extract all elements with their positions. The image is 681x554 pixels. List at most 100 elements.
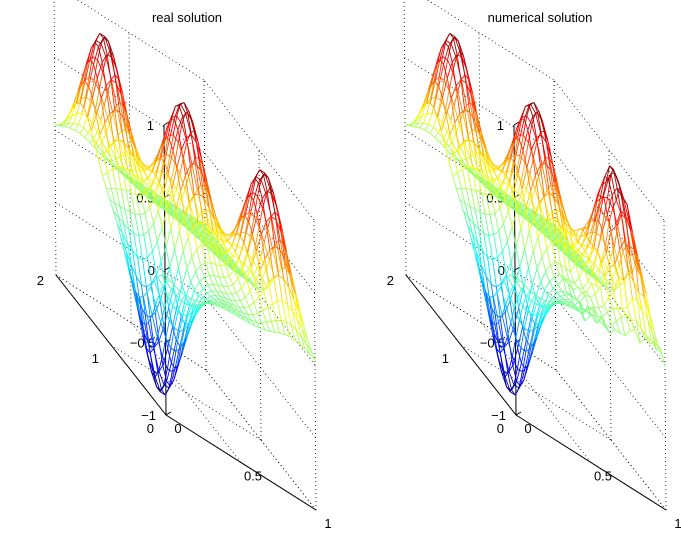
mesh-line: [132, 251, 137, 277]
mesh-line: [186, 137, 191, 166]
mesh-line: [175, 190, 182, 210]
mesh-line: [620, 313, 627, 318]
grid-line: [54, 57, 205, 153]
mesh-line: [247, 233, 253, 254]
mesh-line: [281, 319, 287, 323]
mesh-line: [521, 115, 527, 118]
mesh-line: [180, 190, 185, 216]
mesh-line: [448, 37, 454, 47]
mesh-line: [212, 284, 218, 292]
mesh-line: [143, 168, 149, 170]
grid-line: [608, 149, 612, 441]
mesh-line: [144, 165, 149, 169]
mesh-line: [424, 129, 431, 134]
mesh-line: [155, 196, 160, 201]
mesh-line: [443, 131, 448, 140]
mesh-line: [500, 280, 505, 287]
mesh-line: [506, 322, 512, 338]
mesh-line: [496, 348, 501, 354]
mesh-line: [469, 112, 475, 143]
mesh-line: [148, 223, 154, 232]
mesh-line: [116, 70, 122, 95]
mesh-line: [571, 253, 575, 256]
mesh-line: [449, 33, 454, 39]
mesh-line: [224, 297, 230, 304]
mesh-line: [537, 307, 544, 325]
mesh-line: [178, 105, 184, 117]
mesh-line: [575, 298, 580, 303]
mesh-line: [164, 135, 169, 155]
mesh-line: [246, 279, 251, 292]
mesh-line: [182, 112, 188, 117]
mesh-line: [137, 308, 144, 335]
mesh-line: [494, 213, 500, 232]
mesh-line: [561, 241, 567, 268]
mesh-line: [561, 241, 568, 252]
mesh-line: [142, 296, 149, 323]
mesh-line: [546, 184, 552, 190]
mesh-line: [621, 196, 628, 205]
mesh-line: [617, 308, 622, 318]
mesh-line: [438, 86, 443, 99]
mesh-line: [267, 307, 272, 322]
mesh-line: [152, 171, 157, 183]
y-tick-label: 2: [387, 273, 394, 288]
mesh-line: [223, 277, 229, 287]
mesh-line: [479, 211, 485, 234]
mesh-line: [103, 153, 109, 161]
mesh-line: [242, 312, 248, 315]
mesh-line: [622, 251, 629, 270]
mesh-line: [428, 113, 433, 125]
mesh-line: [261, 190, 268, 199]
mesh-line: [626, 246, 633, 275]
mesh-line: [175, 105, 180, 107]
mesh-line: [496, 286, 501, 293]
mesh-line: [541, 134, 547, 143]
mesh-line: [450, 36, 456, 44]
mesh-line: [525, 209, 530, 231]
mesh-line: [303, 325, 308, 340]
mesh-line: [430, 80, 435, 99]
mesh-line: [119, 112, 125, 143]
mesh-line: [187, 224, 194, 233]
mesh-line: [542, 308, 549, 313]
mesh-line: [271, 320, 277, 322]
mesh-line: [172, 150, 178, 169]
mesh-line: [601, 230, 607, 254]
mesh-line: [118, 217, 125, 225]
mesh-line: [108, 113, 114, 124]
mesh-line: [127, 243, 132, 266]
mesh-line: [202, 221, 208, 246]
mesh-line: [307, 339, 312, 351]
mesh-line: [242, 268, 247, 280]
mesh-line: [582, 227, 589, 230]
mesh-line: [100, 43, 107, 58]
mesh-line: [611, 278, 618, 289]
mesh-line: [595, 185, 602, 203]
mesh-line: [531, 137, 537, 150]
mesh-line: [534, 323, 540, 330]
mesh-line: [256, 256, 262, 269]
mesh-line: [509, 182, 514, 195]
mesh-line: [150, 187, 156, 199]
mesh-line: [557, 284, 563, 292]
mesh-line: [613, 225, 619, 248]
mesh-line: [600, 252, 607, 264]
mesh-line: [463, 211, 468, 225]
mesh-line: [269, 249, 275, 278]
mesh-line: [470, 189, 476, 210]
mesh-line: [433, 86, 440, 108]
mesh-line: [191, 134, 196, 164]
mesh-line: [408, 122, 413, 126]
mesh-line: [225, 297, 231, 301]
mesh-line: [202, 288, 208, 294]
mesh-line: [187, 227, 194, 238]
mesh-line: [113, 211, 120, 219]
mesh-line: [156, 227, 163, 242]
mesh-line: [505, 304, 512, 323]
mesh-line: [546, 142, 553, 160]
mesh-line: [275, 219, 281, 250]
mesh-line: [167, 289, 172, 297]
mesh-line: [451, 62, 457, 87]
